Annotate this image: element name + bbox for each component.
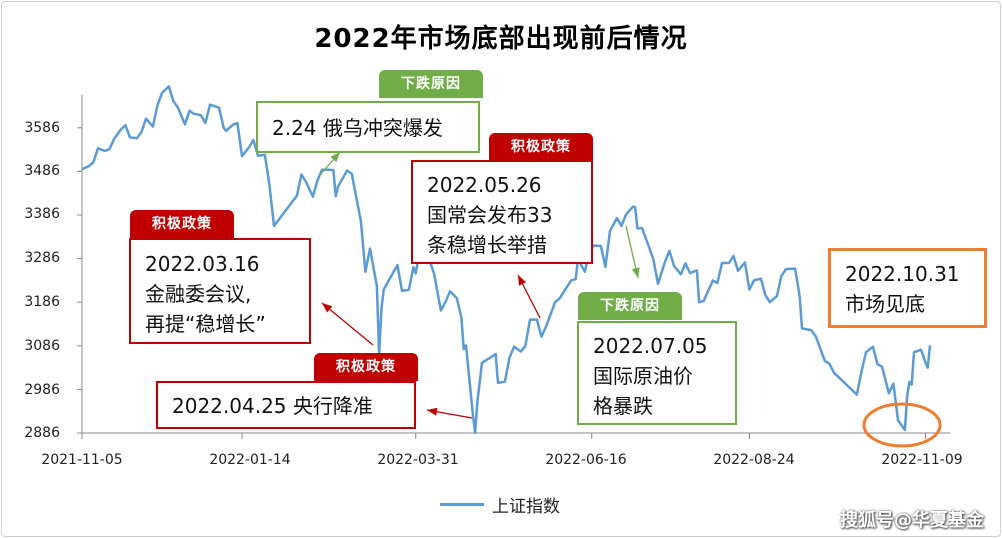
annotation-line: 国常会发布33: [427, 203, 553, 227]
watermark: 搜狐号@华夏基金: [840, 510, 984, 531]
x-tick-label: 2022-03-31: [377, 452, 459, 468]
annotation-line: 2022.03.16: [145, 252, 260, 276]
annotation-box-0316: 2022.03.16 金融委会议, 再提“稳增长”: [129, 238, 311, 344]
annotation-box-1031: 2022.10.31 市场见底: [828, 248, 987, 328]
y-tick-label: 3386: [24, 206, 60, 222]
legend-label: 上证指数: [492, 497, 560, 517]
legend-swatch: [440, 503, 484, 506]
annotation-line: 条稳增长举措: [427, 233, 547, 257]
y-tick-label: 3486: [24, 163, 60, 179]
y-tick-label: 3586: [24, 120, 60, 136]
y-tick-label: 2886: [24, 425, 60, 441]
chart-title: 2022年市场底部出现前后情况: [314, 24, 688, 54]
annotation-line: 再提“稳增长”: [145, 312, 266, 336]
annotation-box-0526: 2022.05.26 国常会发布33 条稳增长举措: [411, 160, 593, 264]
annotation-line: 市场见底: [845, 292, 925, 316]
annotation-box-0705: 2022.07.05 国际原油价 格暴跌: [577, 321, 737, 425]
market-bottom-circle: [862, 402, 942, 448]
arrow-0224-head: [330, 152, 340, 163]
x-tick-label: 2022-01-14: [209, 452, 291, 468]
arrow-0705-head: [631, 267, 640, 278]
annotation-tag-decline: 下跌原因: [379, 70, 483, 98]
x-tick-label: 2022-11-09: [881, 452, 963, 468]
annotation-line: 金融委会议,: [145, 282, 252, 306]
y-tick-label: 3086: [24, 338, 60, 354]
arrow-0316-head: [322, 303, 333, 313]
x-tick-label: 2021-11-05: [41, 452, 123, 468]
annotation-tag-policy: 积极政策: [314, 353, 418, 381]
annotation-tag-decline: 下跌原因: [578, 292, 682, 320]
chart-legend: 上证指数: [440, 492, 560, 517]
x-tick-label: 2022-06-16: [545, 452, 627, 468]
annotation-line: 格暴跌: [593, 394, 653, 418]
arrow-0526-head: [518, 275, 527, 286]
annotation-box-0224: 2.24 俄乌冲突爆发: [256, 101, 480, 153]
series-line-shanghai-composite: [81, 85, 932, 435]
annotation-line: 2022.05.26: [427, 173, 542, 197]
annotation-tag-policy: 积极政策: [130, 210, 234, 238]
y-tick-label: 3186: [24, 294, 60, 310]
arrow-0316: [321, 302, 374, 346]
annotation-tag-policy: 积极政策: [489, 133, 593, 161]
arrow-0425-head: [427, 407, 438, 416]
y-tick-label: 3286: [24, 250, 60, 266]
x-tick-label: 2022-08-24: [713, 452, 795, 468]
y-tick-label: 2986: [24, 382, 60, 398]
annotation-line: 2022.10.31: [845, 262, 960, 286]
annotation-line: 2022.07.05: [593, 334, 708, 358]
annotation-line: 国际原油价: [593, 364, 693, 388]
annotation-box-0425: 2022.04.25 央行降准: [156, 381, 416, 429]
